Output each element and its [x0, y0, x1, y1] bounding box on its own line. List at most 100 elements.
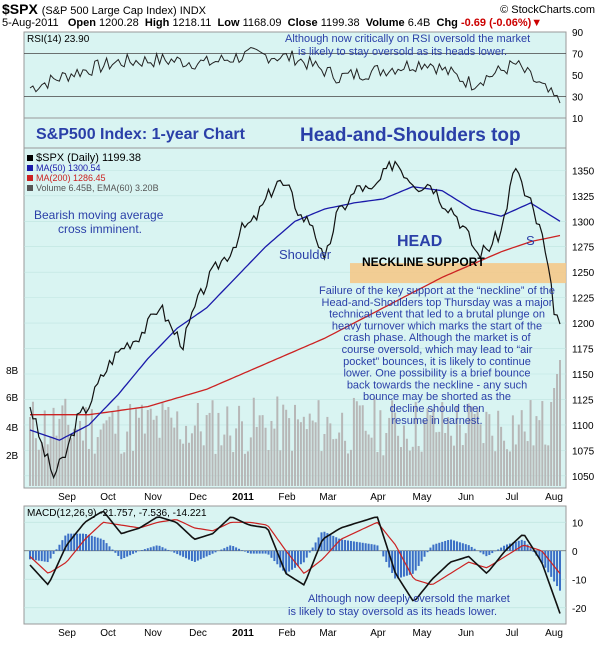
macd-hist-bar	[450, 539, 453, 551]
volume-bar	[208, 412, 211, 486]
macd-line	[29, 510, 561, 614]
x-label-top-1: Oct	[100, 492, 116, 503]
volume-bar	[176, 411, 179, 486]
macd-hist-bar	[529, 548, 532, 551]
volume-bar	[332, 439, 335, 486]
macd-hist-bar	[76, 533, 79, 551]
macd-hist-bar	[152, 546, 155, 551]
volume-bar	[500, 426, 503, 486]
volume-bar	[255, 426, 258, 486]
macd-hist-bar	[541, 550, 544, 564]
main-text-line-5: course oversold, which may lead to “air	[342, 344, 533, 356]
volume-bar	[282, 404, 285, 486]
macd-hist-bar	[485, 550, 488, 557]
volume-bar	[547, 445, 550, 486]
macd-hist-bar	[205, 550, 208, 557]
volume-bar	[285, 409, 288, 486]
macd-hist-bar	[73, 533, 76, 551]
macd-hist-bar	[467, 545, 470, 551]
price-legend-swatch-2	[27, 175, 33, 181]
macd-hist-bar	[143, 549, 146, 551]
main-text-line-8: back towards the neckline - any such	[347, 379, 527, 391]
volume-bar	[444, 433, 447, 486]
volume-bar	[199, 431, 202, 486]
volume-bar	[164, 409, 167, 486]
volume-bar	[241, 421, 243, 486]
macd-hist-bar	[126, 550, 129, 557]
volume-bar	[532, 445, 535, 486]
macd-hist-bar	[550, 550, 553, 577]
macd-hist-bar	[161, 547, 164, 551]
shoulder-label: Shoulder	[279, 247, 332, 262]
volume-bar	[279, 450, 282, 486]
volume-bar	[120, 453, 123, 486]
macd-hist-bar	[302, 550, 305, 563]
macd-hist-bar	[238, 548, 241, 551]
macd-hist-bar	[64, 535, 67, 551]
macd-hist-bar	[188, 550, 190, 560]
volume-bar	[423, 420, 426, 486]
volume-bar	[467, 403, 470, 486]
volume-bar	[294, 404, 296, 486]
x-label-bottom-4: 2011	[232, 628, 254, 639]
volume-bar	[400, 447, 402, 486]
macd-hist-bar	[149, 547, 152, 551]
macd-hist-bar	[223, 548, 226, 551]
volume-bar	[479, 424, 482, 486]
macd-hist-bar	[120, 550, 123, 560]
volume-bar	[320, 451, 323, 486]
signal-line	[29, 519, 561, 586]
macd-hist-bar	[70, 533, 73, 551]
volume-bar	[267, 449, 270, 486]
ma200-line	[30, 234, 561, 416]
title-band	[23, 117, 567, 149]
pattern-title: Head-and-Shoulders top	[300, 125, 521, 146]
macd-hist-bar	[323, 531, 326, 551]
macd-hist-bar	[220, 549, 223, 551]
x-label-bottom-3: Dec	[189, 628, 207, 639]
macd-hist-bar	[55, 549, 58, 551]
volume-bar	[140, 404, 143, 486]
macd-hist-bar	[400, 550, 402, 578]
symbol-title: $SPX (S&P 500 Large Cap Index) INDX	[2, 1, 206, 17]
x-label-bottom-5: Feb	[278, 628, 296, 639]
macd-hist-bar	[385, 550, 388, 562]
volume-bar	[473, 413, 476, 486]
volume-bar	[329, 423, 332, 486]
volume-bar	[229, 435, 232, 486]
macd-hist-bar	[193, 550, 196, 562]
macd-hist-bar	[544, 550, 547, 568]
macd-hist-bar	[423, 550, 426, 557]
main-text-line-10: decline should then	[390, 403, 485, 415]
volume-bar	[43, 410, 46, 486]
macd-hist-bar	[185, 550, 188, 559]
volume-bar	[276, 396, 279, 486]
volume-bar	[132, 450, 135, 486]
macd-hist-bar	[235, 547, 238, 551]
macd-hist-bar	[96, 537, 99, 551]
macd-hist-bar	[276, 550, 279, 565]
macd-hist-bar	[267, 550, 270, 555]
macd-tick-0: -20	[572, 604, 587, 615]
macd-hist-bar	[135, 550, 137, 553]
volume-bar	[108, 416, 111, 486]
macd-hist-bar	[538, 550, 541, 560]
macd-hist-bar	[397, 550, 400, 579]
volume-bar	[338, 432, 341, 486]
macd-hist-bar	[79, 533, 82, 551]
volume-bar	[520, 410, 523, 486]
macd-hist-bar	[199, 550, 202, 560]
volume-bar	[179, 439, 182, 486]
volume-bar	[391, 400, 394, 486]
volume-bar	[535, 416, 538, 486]
macd-hist-bar	[208, 550, 211, 556]
price-tick-10: 1300	[572, 217, 595, 228]
volume-bar	[529, 400, 532, 486]
volume-bar	[137, 417, 140, 486]
macd-hist-bar	[31, 550, 34, 560]
volume-bar	[370, 437, 373, 486]
rsi-note-2: is likely to stay oversold as its heads …	[298, 46, 507, 58]
volume-bar	[491, 435, 494, 486]
x-label-bottom-8: May	[413, 628, 432, 639]
macd-hist-bar	[108, 546, 111, 551]
